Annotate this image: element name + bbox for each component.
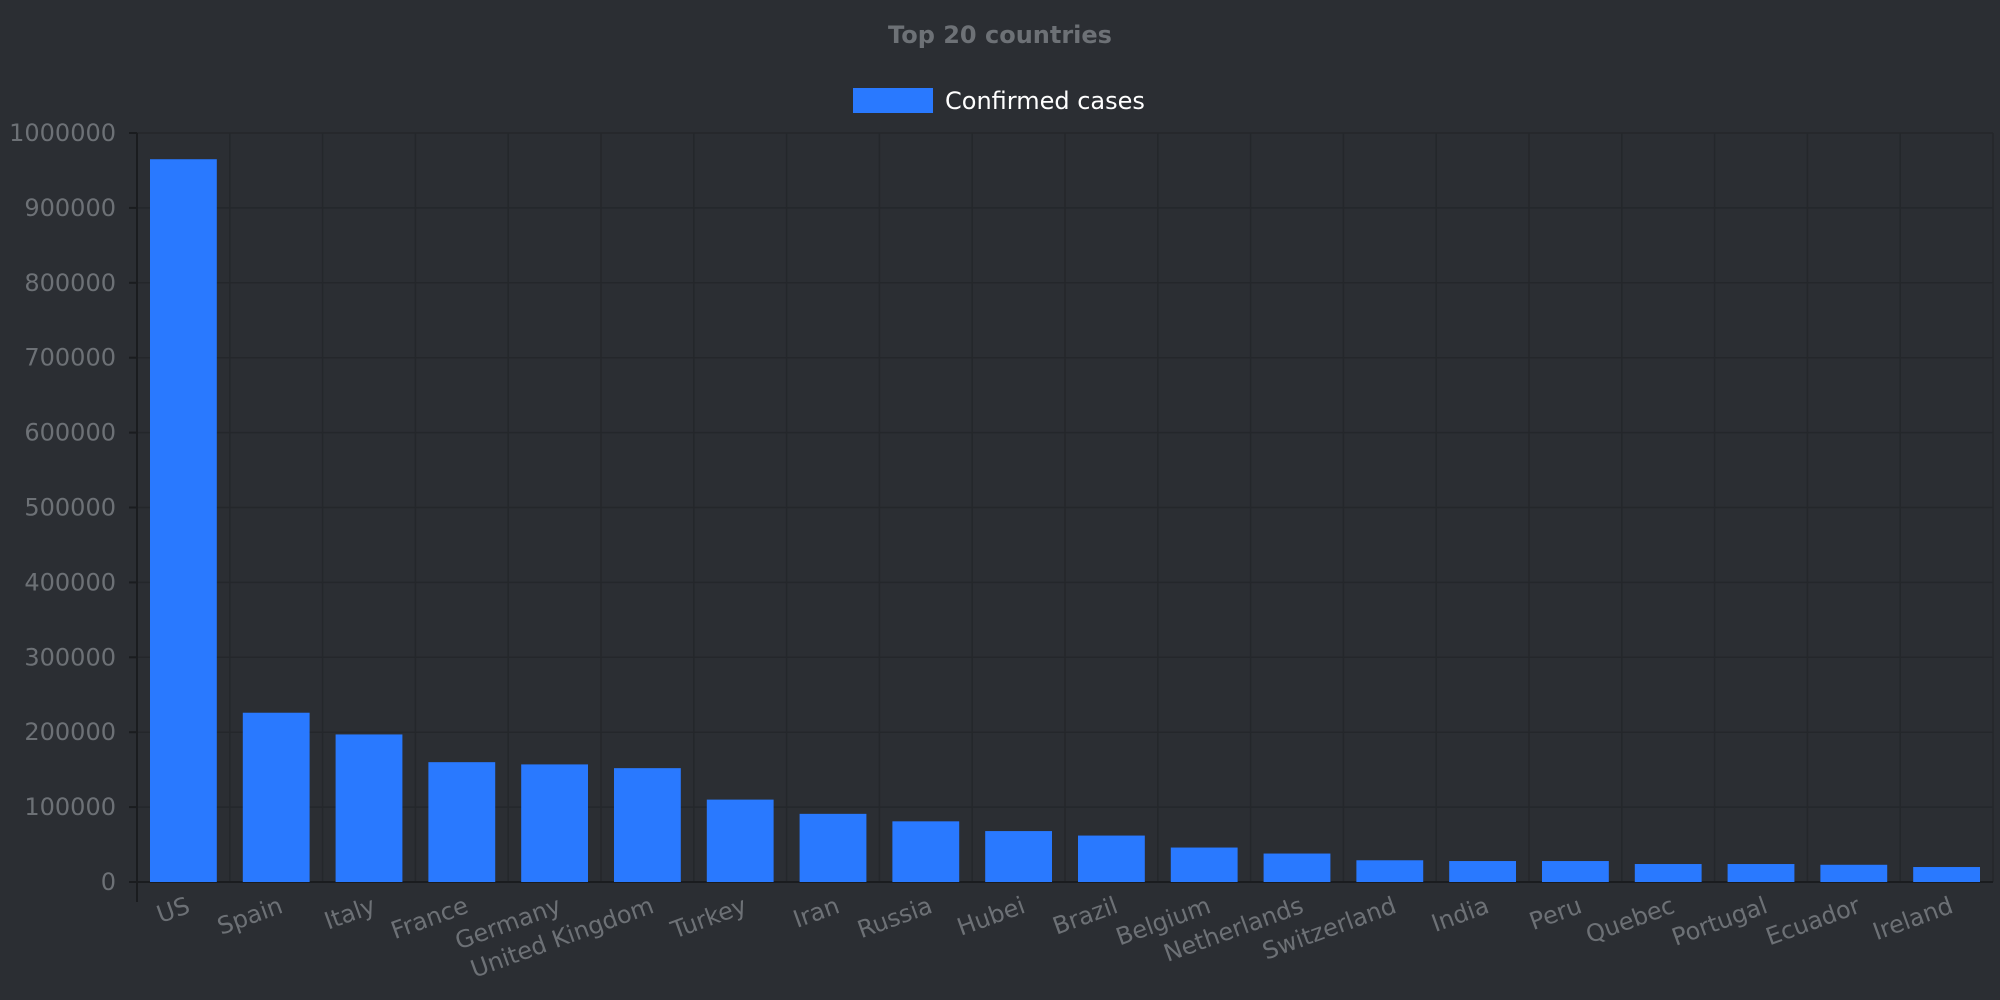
bar-russia[interactable]: [892, 821, 960, 882]
y-tick-label: 1000000: [9, 119, 116, 147]
bar-belgium[interactable]: [1170, 847, 1238, 882]
bar-switzerland[interactable]: [1356, 860, 1424, 882]
bar-italy[interactable]: [335, 734, 403, 882]
chart-title: Top 20 countries: [888, 21, 1112, 49]
y-axis-ticks: 0 100000 200000 300000 400000 500000 600000 700…: [9, 119, 137, 896]
bar-ecuador[interactable]: [1820, 864, 1888, 882]
bar-turkey[interactable]: [706, 799, 774, 882]
bar-peru[interactable]: [1541, 861, 1609, 882]
bar-hubei[interactable]: [985, 831, 1053, 882]
bar-iran[interactable]: [799, 813, 867, 882]
bar-germany[interactable]: [521, 764, 589, 882]
bar-netherlands[interactable]: [1263, 853, 1331, 882]
bar-france[interactable]: [428, 762, 496, 882]
bar-us[interactable]: [149, 159, 217, 883]
bar-brazil[interactable]: [1077, 835, 1145, 882]
y-tick-label: 500000: [24, 494, 116, 522]
bar-united-kingdom[interactable]: [613, 768, 681, 882]
y-tick-label: 300000: [24, 643, 116, 671]
y-tick-label: 0: [101, 868, 116, 896]
y-tick-label: 400000: [24, 568, 116, 596]
grid-lines: [136, 132, 1994, 883]
bar-spain[interactable]: [242, 712, 310, 882]
bars: [149, 159, 1981, 883]
legend-swatch: [853, 88, 933, 113]
legend-label: Confirmed cases: [945, 87, 1145, 115]
bar-portugal[interactable]: [1727, 864, 1795, 882]
legend[interactable]: Confirmed cases: [853, 87, 1145, 115]
y-tick-label: 900000: [24, 194, 116, 222]
y-tick-label: 800000: [24, 269, 116, 297]
bar-india[interactable]: [1449, 861, 1517, 882]
y-tick-label: 600000: [24, 419, 116, 447]
y-tick-label: 700000: [24, 344, 116, 372]
y-tick-label: 200000: [24, 718, 116, 746]
bar-quebec[interactable]: [1634, 864, 1702, 882]
bar-ireland[interactable]: [1913, 867, 1981, 882]
y-tick-label: 100000: [24, 793, 116, 821]
